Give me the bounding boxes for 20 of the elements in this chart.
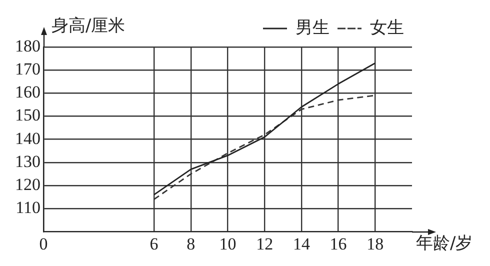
x-tick-label: 6 — [150, 234, 158, 254]
legend-label: 女生 — [370, 18, 404, 38]
legend-label: 男生 — [296, 18, 330, 38]
y-tick-label: 120 — [15, 174, 40, 194]
x-tick-label: 18 — [366, 234, 384, 254]
y-tick-label: 140 — [15, 128, 40, 148]
y-tick-label: 150 — [15, 106, 40, 125]
x-tick-label: 12 — [256, 234, 274, 254]
x-tick-label: 0 — [39, 234, 48, 254]
x-tick-label: 14 — [292, 234, 310, 254]
x-tick-label: 8 — [186, 234, 196, 254]
x-tick-label: 10 — [219, 234, 236, 254]
y-tick-label: 160 — [15, 82, 40, 102]
y-tick-label: 170 — [15, 60, 40, 79]
y-tick-label: 180 — [15, 36, 40, 56]
y-axis-title: 身高/厘米 — [52, 16, 126, 36]
x-axis-title: 年龄/岁 — [416, 234, 473, 254]
y-tick-label: 110 — [16, 198, 40, 217]
x-tick-label: 16 — [330, 234, 347, 254]
y-tick-label: 130 — [15, 152, 40, 171]
